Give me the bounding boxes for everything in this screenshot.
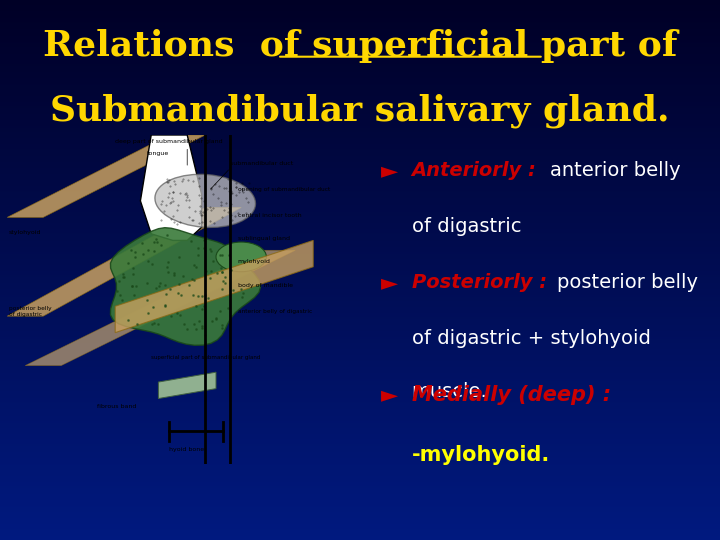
- Text: sublingual gland: sublingual gland: [238, 237, 289, 241]
- Text: -mylohyoid.: -mylohyoid.: [412, 444, 550, 464]
- Text: Relations  of superficial part of: Relations of superficial part of: [42, 29, 678, 63]
- Text: Submandibular salivary gland.: Submandibular salivary gland.: [50, 93, 670, 128]
- Polygon shape: [7, 207, 241, 316]
- Text: tongue: tongue: [148, 151, 169, 156]
- Text: deep part of submandibular gland: deep part of submandibular gland: [115, 139, 223, 144]
- Ellipse shape: [216, 242, 266, 272]
- Polygon shape: [158, 372, 216, 399]
- Polygon shape: [140, 135, 202, 240]
- Text: Anteriorly :: Anteriorly :: [412, 161, 543, 180]
- Text: posterior belly: posterior belly: [557, 273, 698, 292]
- Text: ►: ►: [381, 273, 398, 293]
- Text: submandibular duct: submandibular duct: [230, 160, 294, 166]
- Text: posterior belly
of digastric: posterior belly of digastric: [9, 306, 52, 317]
- Text: ►: ►: [381, 386, 398, 406]
- Text: central incisor tooth: central incisor tooth: [238, 213, 301, 218]
- Polygon shape: [7, 135, 205, 217]
- Text: mylohyoid: mylohyoid: [238, 259, 271, 265]
- Text: Posteriorly :: Posteriorly :: [412, 273, 554, 292]
- Polygon shape: [25, 251, 295, 366]
- Text: of digastric + stylohyoid: of digastric + stylohyoid: [412, 329, 650, 348]
- Polygon shape: [115, 240, 313, 333]
- Text: opening of submandibular duct: opening of submandibular duct: [238, 187, 330, 192]
- Ellipse shape: [155, 174, 256, 227]
- Text: superficial part of submandibular gland: superficial part of submandibular gland: [150, 355, 260, 360]
- Text: of digastric: of digastric: [412, 217, 521, 237]
- Text: body of mandible: body of mandible: [238, 282, 292, 287]
- Text: anterior belly: anterior belly: [550, 161, 681, 180]
- Polygon shape: [110, 228, 261, 345]
- Text: Medially (deep) :: Medially (deep) :: [412, 386, 618, 406]
- Text: hyoid bone: hyoid bone: [169, 447, 204, 452]
- Text: muscle.: muscle.: [412, 382, 487, 401]
- Text: anterior belly of digastric: anterior belly of digastric: [238, 309, 312, 314]
- Text: ►: ►: [381, 161, 398, 181]
- Text: stylohyoid: stylohyoid: [9, 230, 42, 235]
- Text: fibrous band: fibrous band: [97, 404, 137, 409]
